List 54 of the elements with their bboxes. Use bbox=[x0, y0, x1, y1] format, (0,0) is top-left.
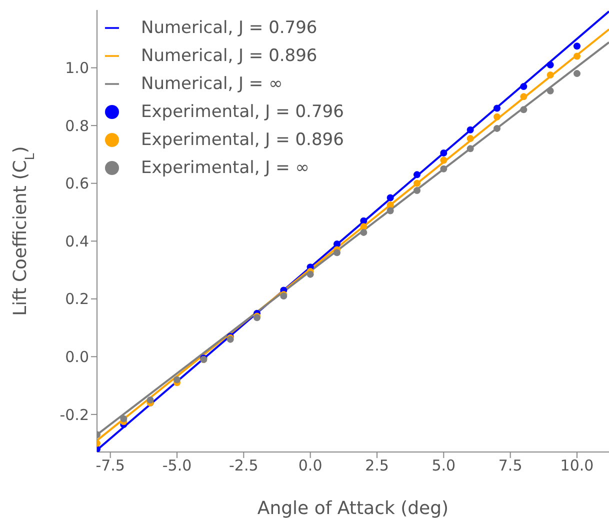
legend-label: Numerical, J = 0.796 bbox=[141, 18, 318, 38]
y-tick-label: -0.2 bbox=[60, 406, 89, 424]
point bbox=[546, 72, 554, 78]
point bbox=[494, 113, 500, 120]
x-tick-label: 5.0 bbox=[432, 456, 456, 475]
point bbox=[466, 145, 474, 152]
legend-label: Experimental, J = 0.896 bbox=[141, 130, 344, 150]
point bbox=[546, 61, 554, 68]
point bbox=[386, 207, 394, 214]
y-tick-label: 0.8 bbox=[65, 116, 89, 135]
point bbox=[414, 187, 420, 194]
point bbox=[360, 228, 368, 236]
legend-label: Numerical, J = ∞ bbox=[141, 74, 283, 94]
x-tick-label: 10.0 bbox=[560, 456, 594, 475]
x-axis-title: Angle of Attack (deg) bbox=[257, 498, 449, 518]
point bbox=[440, 150, 448, 156]
point bbox=[334, 249, 340, 256]
y-tick-label: 0.2 bbox=[65, 290, 89, 308]
point bbox=[334, 240, 340, 248]
y-tick-label: 1.0 bbox=[65, 59, 89, 78]
point bbox=[574, 70, 580, 78]
point bbox=[440, 156, 448, 164]
point bbox=[466, 135, 474, 142]
point bbox=[520, 83, 528, 90]
legend-label: Experimental, J = ∞ bbox=[141, 158, 310, 178]
point bbox=[494, 124, 500, 132]
x-tick-label: -7.5 bbox=[96, 456, 125, 475]
x-tick-label: 7.5 bbox=[498, 456, 522, 475]
point bbox=[386, 194, 394, 202]
point bbox=[520, 106, 528, 114]
legend-label: Experimental, J = 0.796 bbox=[141, 102, 344, 122]
x-tick-label: 0.0 bbox=[298, 456, 322, 475]
y-tick-label: 0.4 bbox=[65, 232, 89, 250]
point bbox=[494, 104, 500, 112]
y-tick-label: 0.6 bbox=[65, 174, 89, 193]
point bbox=[574, 42, 580, 50]
x-tick-label: -5.0 bbox=[162, 456, 192, 475]
point bbox=[440, 165, 448, 172]
point bbox=[520, 93, 528, 100]
point bbox=[466, 126, 474, 134]
point bbox=[174, 376, 180, 384]
point bbox=[414, 171, 420, 178]
y-tick-label: 0.0 bbox=[65, 348, 89, 366]
point bbox=[306, 270, 314, 278]
legend-label: Numerical, J = 0.896 bbox=[141, 46, 318, 66]
point bbox=[574, 52, 580, 60]
point bbox=[146, 396, 154, 404]
point bbox=[386, 202, 394, 208]
point bbox=[546, 87, 554, 94]
x-tick-label: 2.5 bbox=[365, 456, 389, 475]
point bbox=[360, 217, 368, 224]
x-tick-label: -2.5 bbox=[229, 456, 258, 475]
point bbox=[414, 180, 420, 187]
point bbox=[120, 415, 128, 422]
